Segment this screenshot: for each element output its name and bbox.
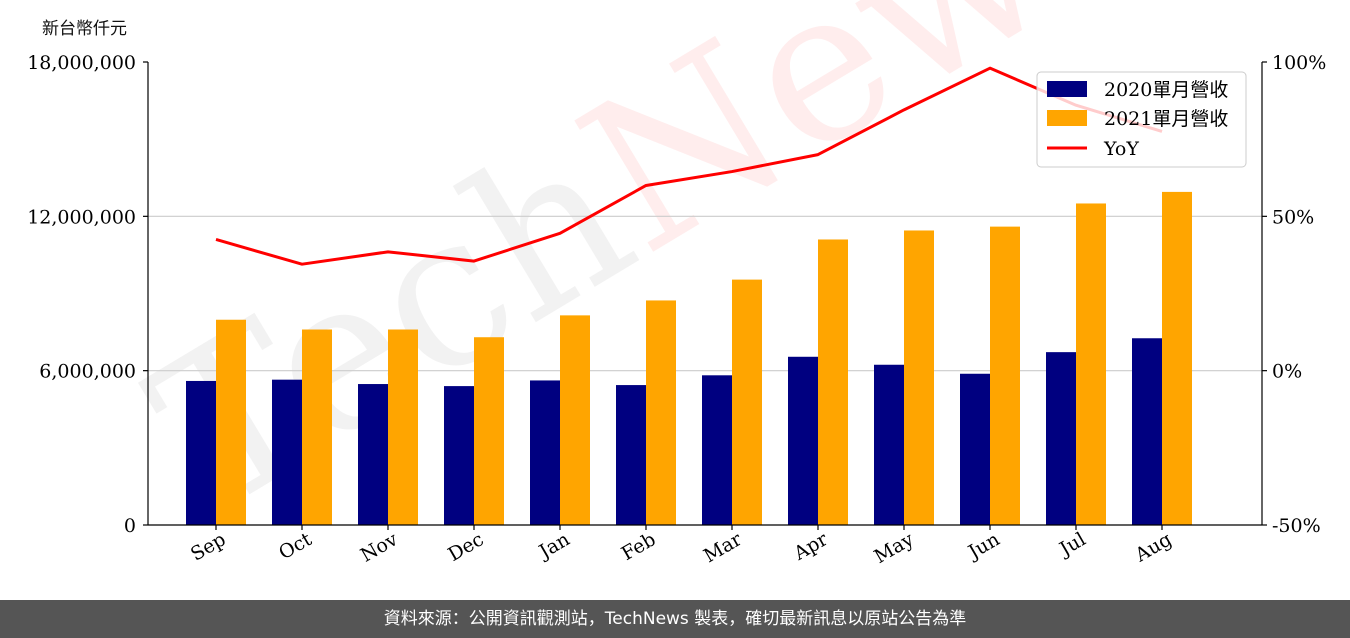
bar-2021-apr xyxy=(818,239,848,525)
legend-box xyxy=(1036,71,1247,168)
bar-2021-may xyxy=(904,230,934,525)
x-tick-label-sep: Sep xyxy=(187,528,230,565)
bar-2020-oct xyxy=(272,379,302,525)
bar-2020-feb xyxy=(616,385,646,525)
y-tick-label: 12,000,000 xyxy=(27,206,136,228)
revenue-chart: TechNews 06,000,00012,000,00018,000,000-… xyxy=(27,0,1326,568)
x-tick-label-jul: Jul xyxy=(1054,528,1089,561)
x-tick-label-aug: Aug xyxy=(1131,528,1176,567)
bar-2020-dec xyxy=(444,386,474,525)
bar-2021-aug xyxy=(1162,191,1192,525)
x-tick-label-oct: Oct xyxy=(275,528,316,564)
bar-2021-nov xyxy=(388,329,418,525)
legend-swatch-1 xyxy=(1047,110,1087,126)
x-tick-label-dec: Dec xyxy=(444,528,487,566)
bar-2021-mar xyxy=(732,279,762,525)
legend-swatch-0 xyxy=(1047,81,1087,97)
bar-2020-sep xyxy=(186,380,216,525)
bar-2020-apr xyxy=(788,356,818,525)
bar-2021-dec xyxy=(474,337,504,525)
bar-2021-oct xyxy=(302,329,332,525)
bar-2020-nov xyxy=(358,384,388,525)
axes: 0 6,000,000 12,000,000 18,000,000 -50% 0% 50% 1… xyxy=(27,52,1326,568)
bar-2020-mar xyxy=(702,375,732,525)
bar-2020-aug xyxy=(1132,338,1162,525)
yoy-line xyxy=(215,66,1163,266)
legend-label-2: YoY xyxy=(1103,138,1139,160)
y-tick-label: 0 xyxy=(124,515,136,537)
bar-2021-sep xyxy=(216,319,246,525)
bar-2020-may xyxy=(874,364,904,525)
y-tick-label: 6,000,000 xyxy=(39,361,136,383)
x-tick-label-apr: Apr xyxy=(789,528,832,565)
x-tick-label-jan: Jan xyxy=(534,528,574,564)
legend-label-0: 2020單月營收 xyxy=(1104,79,1228,101)
x-tick-label-jun: Jun xyxy=(963,528,1004,564)
x-tick-label-mar: Mar xyxy=(700,528,746,567)
bar-2020-jul xyxy=(1046,352,1076,525)
bar-2021-feb xyxy=(646,300,676,525)
bars xyxy=(186,191,1192,525)
source-footer: 資料來源：公開資訊觀測站，TechNews 製表，確切最新訊息以原站公告為準 xyxy=(0,600,1350,638)
bar-2021-jul xyxy=(1076,203,1106,525)
y2-tick-label: 0% xyxy=(1272,361,1302,383)
bar-2020-jan xyxy=(530,380,560,525)
legend-label-1: 2021單月營收 xyxy=(1104,108,1228,130)
bar-2020-jun xyxy=(960,373,990,525)
x-tick-label-nov: Nov xyxy=(357,528,402,567)
y2-tick-label: -50% xyxy=(1272,515,1321,537)
y2-tick-label: 100% xyxy=(1272,52,1326,74)
x-tick-label-feb: Feb xyxy=(618,528,660,565)
bar-2021-jan xyxy=(560,315,590,525)
yoy-line-group xyxy=(215,66,1163,266)
bar-2021-jun xyxy=(990,226,1020,525)
y2-tick-label: 50% xyxy=(1272,206,1314,228)
y-tick-label: 18,000,000 xyxy=(27,52,136,74)
y-axis-label: 新台幣仟元 xyxy=(42,19,127,39)
x-tick-label-may: May xyxy=(871,528,918,568)
legend: 2020單月營收 2021單月營收 YoY xyxy=(1036,71,1247,168)
